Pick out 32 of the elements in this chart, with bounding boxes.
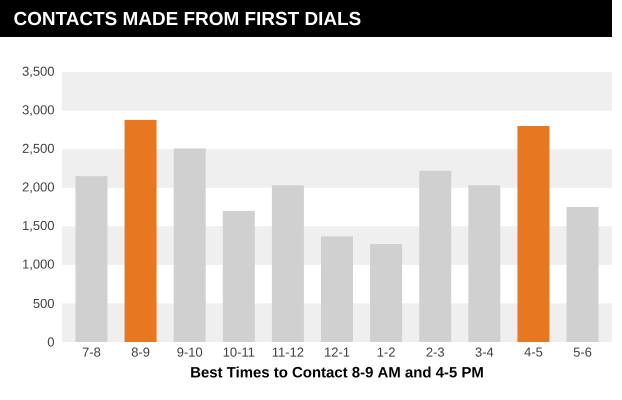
- bar: [222, 210, 255, 342]
- bar: [174, 148, 206, 342]
- y-tick-label: 3,500: [22, 66, 54, 78]
- bar: [468, 185, 500, 342]
- x-axis-title: Best Times to Contact 8-9 AM and 4-5 PM: [191, 366, 483, 378]
- y-tick-label: 1,500: [23, 220, 54, 232]
- x-tick-label: 2-3: [426, 348, 444, 357]
- x-tick-label: 10-11: [224, 348, 254, 357]
- y-tick-label: 1,000: [23, 260, 54, 270]
- bar: [566, 207, 599, 342]
- y-tick-label: 500: [33, 298, 54, 308]
- bar: [75, 176, 108, 342]
- x-tick-label: 5-6: [574, 348, 592, 357]
- x-tick-label: 11-12: [272, 348, 304, 357]
- x-tick-label: 9-10: [177, 348, 202, 357]
- x-tick-label: 4-5: [524, 348, 542, 357]
- bar: [321, 236, 354, 342]
- bar: [272, 185, 304, 342]
- bar: [517, 126, 550, 342]
- y-tick-label: 3,000: [22, 105, 54, 116]
- y-tick-label: 0: [48, 337, 54, 347]
- y-tick-label: 2,000: [22, 182, 54, 194]
- bar: [124, 120, 157, 342]
- bar: [370, 244, 402, 342]
- x-tick-label: 1-2: [378, 348, 395, 357]
- x-tick-label: 12-1: [325, 348, 350, 357]
- chart-title: CONTACTS MADE FROM FIRST DIALS: [14, 12, 360, 26]
- y-tick-label: 2,500: [22, 144, 54, 154]
- x-tick-label: 7-8: [82, 348, 100, 357]
- bar: [419, 170, 452, 342]
- x-tick-label: 3-4: [475, 348, 494, 357]
- x-tick-label: 8-9: [132, 348, 150, 357]
